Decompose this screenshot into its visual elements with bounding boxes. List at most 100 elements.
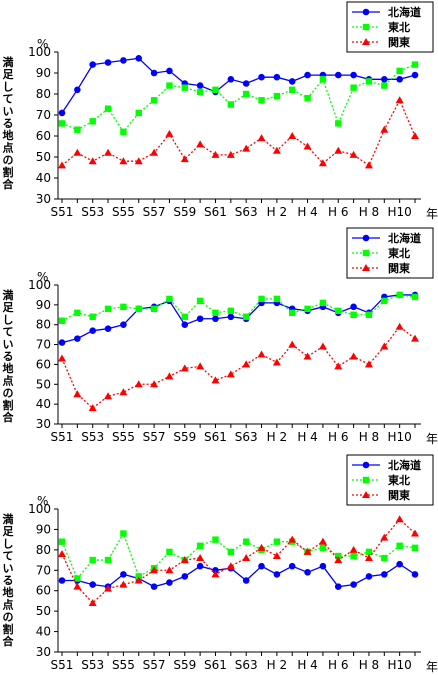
data-point-triangle (196, 554, 205, 562)
data-point-circle (181, 321, 189, 329)
data-point-circle (227, 76, 235, 83)
data-point-triangle (242, 360, 251, 368)
data-point-circle (304, 569, 311, 576)
data-point-square (166, 82, 173, 89)
data-point-square (242, 538, 250, 545)
data-point-triangle (58, 549, 66, 557)
data-point-triangle (349, 545, 358, 553)
data-point-square (58, 120, 66, 127)
data-point-triangle (318, 537, 327, 545)
x-tick-label: S51 (51, 430, 74, 444)
x-tick-label: H 6 (328, 658, 348, 672)
data-point-square (242, 313, 250, 320)
data-point-triangle (134, 380, 143, 388)
x-tick-label: S53 (81, 205, 104, 219)
data-point-triangle (119, 157, 128, 165)
legend-marker-circle (362, 461, 370, 469)
data-point-triangle (211, 376, 220, 384)
y-axis-title-char: 足 (3, 68, 15, 81)
data-point-circle (196, 562, 204, 570)
y-tick-label: 30 (36, 192, 51, 206)
data-point-triangle (119, 388, 128, 396)
legend-label: 東北 (388, 246, 410, 260)
data-point-square (196, 542, 204, 549)
data-point-square (74, 309, 81, 316)
y-tick-label: 90 (36, 66, 51, 80)
y-axis-title-char: て (3, 326, 14, 339)
data-point-triangle (288, 340, 297, 348)
x-tick-label: S61 (204, 430, 227, 444)
data-point-square (289, 309, 296, 316)
y-tick-label: 100 (28, 45, 51, 59)
data-point-triangle (73, 582, 82, 590)
y-unit-label: % (37, 270, 48, 284)
data-point-square (411, 61, 419, 68)
data-point-square (365, 548, 373, 556)
x-tick-label: S53 (81, 430, 104, 444)
data-point-square (58, 538, 66, 545)
data-point-circle (166, 67, 173, 75)
data-point-square (381, 297, 388, 305)
y-tick-label: 70 (36, 338, 51, 352)
data-point-triangle (226, 150, 235, 158)
data-point-circle (227, 313, 235, 321)
data-point-square (381, 554, 388, 562)
data-point-triangle (257, 134, 266, 142)
series-line (61, 294, 415, 344)
x-tick-label: S57 (143, 658, 166, 672)
data-point-triangle (196, 362, 205, 370)
series-1 (58, 291, 419, 346)
y-axis-title-char: い (3, 105, 14, 118)
data-point-circle (212, 566, 219, 574)
data-point-triangle (58, 354, 66, 362)
data-point-triangle (88, 598, 97, 606)
x-unit-label: 年 (426, 660, 438, 674)
legend-label: 関東 (388, 488, 411, 502)
data-point-square (258, 97, 265, 104)
y-axis-title-char: 合 (3, 177, 15, 191)
data-point-triangle (134, 576, 143, 584)
data-point-square (58, 317, 66, 324)
y-tick-label: 30 (36, 417, 51, 431)
legend-marker-square (362, 249, 370, 257)
data-point-triangle (119, 580, 128, 588)
data-point-triangle (411, 529, 419, 537)
data-point-circle (74, 335, 81, 342)
data-point-circle (212, 315, 219, 323)
data-point-triangle (364, 554, 373, 562)
data-point-triangle (165, 372, 174, 380)
y-tick-label: 100 (28, 278, 51, 292)
data-point-triangle (364, 161, 373, 169)
data-point-triangle (272, 551, 281, 559)
legend-marker-triangle (362, 491, 370, 498)
data-point-square (212, 86, 219, 93)
x-tick-label: S55 (112, 205, 135, 219)
data-point-square (89, 118, 96, 125)
y-axis-title-char: 割 (3, 622, 14, 636)
data-point-square (212, 309, 219, 316)
x-tick-label: S61 (204, 205, 227, 219)
data-point-triangle (242, 144, 251, 152)
legend-label: 北海道 (388, 231, 421, 245)
data-point-triangle (196, 140, 205, 148)
data-point-square (227, 548, 235, 556)
y-axis-title-char: 地 (3, 585, 14, 599)
data-point-circle (350, 71, 357, 79)
data-point-square (74, 126, 81, 133)
data-point-triangle (318, 159, 327, 167)
data-point-circle (304, 71, 311, 79)
data-point-triangle (73, 390, 82, 398)
y-tick-label: 60 (36, 129, 51, 143)
data-point-circle (196, 315, 204, 323)
x-tick-label: H10 (388, 430, 412, 444)
series-line (61, 63, 416, 133)
data-point-triangle (226, 562, 235, 570)
data-point-square (365, 78, 373, 85)
series-3 (58, 96, 419, 169)
data-point-triangle (303, 352, 312, 360)
y-axis-title-char: 割 (3, 398, 14, 412)
y-tick-label: 100 (28, 502, 51, 516)
x-tick-label: H 6 (328, 430, 348, 444)
data-point-square (150, 97, 158, 104)
